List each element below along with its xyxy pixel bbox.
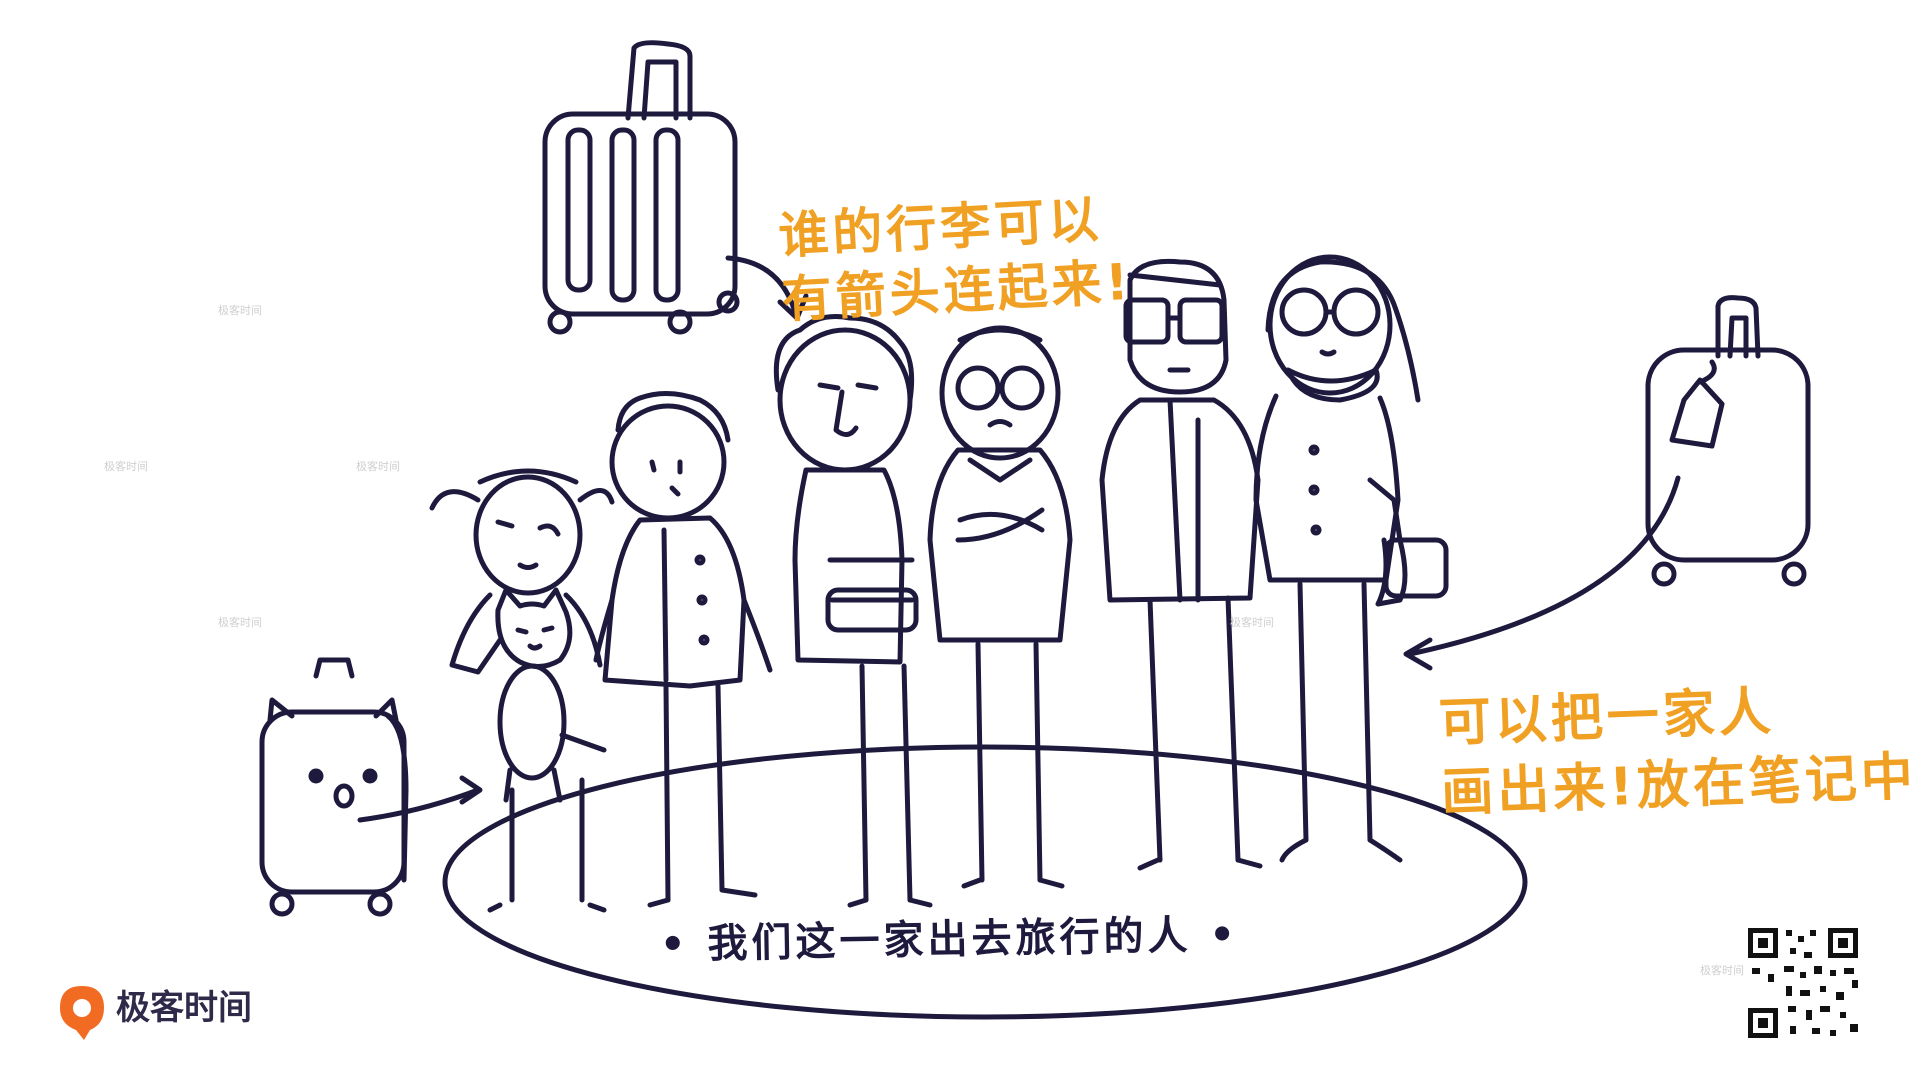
arrow-head bbox=[1403, 637, 1433, 671]
arrow-head bbox=[459, 775, 483, 805]
watermark: 极客时间 bbox=[1700, 964, 1744, 977]
girl-figure bbox=[429, 468, 615, 913]
luggage-note: 谁的行李可以 有箭头连起来! bbox=[777, 186, 1134, 332]
cat-toy bbox=[495, 587, 607, 803]
grandpa-figure bbox=[927, 325, 1073, 889]
arrow-dog-suitcase bbox=[357, 787, 481, 823]
family-note: 可以把一家人 画出来!放在笔记中. bbox=[1438, 671, 1920, 828]
suitcase-icon bbox=[542, 40, 740, 335]
brand-name: 极客时间 bbox=[116, 988, 252, 1028]
tagged-suitcase-icon bbox=[1645, 295, 1811, 587]
qr-code-icon bbox=[1748, 928, 1858, 1038]
caption-text: • 我们这一家出去旅行的人 • bbox=[659, 911, 1240, 969]
watermark: 极客时间 bbox=[1230, 616, 1274, 629]
watermark: 极客时间 bbox=[356, 460, 400, 473]
arrow-tagged-suitcase bbox=[1407, 475, 1681, 657]
dog-suitcase-icon bbox=[259, 657, 409, 917]
mom-figure bbox=[1253, 254, 1449, 863]
arrow-suitcase bbox=[725, 255, 798, 315]
watermark: 极客时间 bbox=[104, 460, 148, 473]
geektime-logo-icon bbox=[60, 986, 104, 1040]
watermark: 极客时间 bbox=[218, 304, 262, 317]
ground-ellipse bbox=[442, 744, 1528, 1020]
grandma-figure bbox=[773, 314, 933, 908]
watermark: 极客时间 bbox=[218, 616, 262, 629]
brand-logo: 极客时间 bbox=[60, 980, 252, 1029]
arrow-head bbox=[777, 293, 809, 321]
boy-figure bbox=[593, 391, 773, 908]
dad-figure bbox=[1099, 258, 1263, 871]
